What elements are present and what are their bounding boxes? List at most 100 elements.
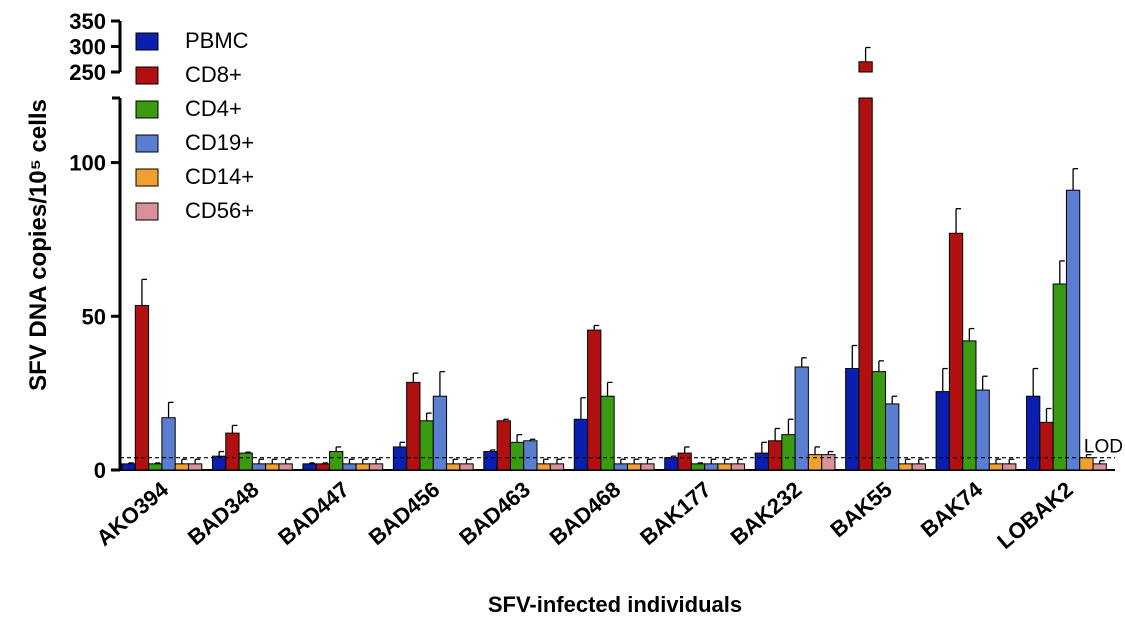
legend-label: CD14+ [185,164,254,189]
bar [898,463,913,471]
error-bar [1059,260,1065,284]
x-tick-label: BAD456 [364,477,445,550]
bar [885,403,900,471]
bar [523,440,538,471]
bar [600,395,615,471]
bar [690,463,706,471]
bar [781,434,796,471]
error-bar [1072,168,1079,191]
error-bar [375,458,382,464]
bar [549,463,565,471]
x-axis-label: SFV-infected individuals [488,592,742,617]
bar [821,454,836,471]
error-bar [981,375,988,391]
error-bar [154,462,161,464]
bar [626,463,642,471]
lod-label: LOD [1084,437,1123,458]
error-bar [556,458,562,464]
legend-swatch [135,202,159,221]
bar [148,463,163,471]
error-bar [684,446,690,454]
bar [278,463,293,471]
legend-label: CD19+ [185,130,254,155]
legend-swatch [135,66,159,85]
bar [251,463,267,471]
x-tick-label: BAK74 [916,476,988,542]
error-bar [646,458,653,464]
legend-label: PBMC [185,28,249,53]
error-bar [245,451,251,454]
bar [794,366,809,471]
error-bar [452,458,459,464]
error-bar [543,458,549,464]
error-bar [141,278,147,306]
error-bar [412,372,419,383]
y-axis-label: SFV DNA copies/10⁵ cells [25,99,52,391]
legend-swatch [135,134,159,153]
error-bar [814,446,821,455]
x-tick-label: BAD463 [454,477,535,550]
error-bar [904,458,911,464]
x-tick-label: BAK177 [635,477,716,550]
bar [911,463,926,471]
bar [1065,189,1081,471]
bar [845,368,860,471]
bar [1079,457,1094,471]
y-tick-label: 50 [82,304,106,329]
bar [1039,421,1054,471]
error-bar [620,458,626,464]
error-bar [335,446,342,452]
bar [419,420,434,471]
error-bar [968,327,975,341]
bar [858,61,873,471]
bar [161,417,176,471]
error-bar [633,458,640,464]
error-bar [399,441,406,447]
legend-label: CD56+ [185,198,254,223]
error-bar [284,458,291,464]
bar [807,454,823,471]
bar [355,463,370,471]
error-bar [167,401,174,418]
bar [342,463,357,471]
bar [446,463,461,471]
error-bar [465,458,472,464]
error-bar [606,381,613,397]
bar [315,463,331,471]
error-bar [801,357,807,368]
x-tick-label: AKO394 [91,476,173,551]
x-tick-label: BAK232 [726,477,807,550]
x-tick-label: BAK55 [825,477,896,543]
legend-swatch [135,32,159,51]
error-bar [489,449,496,452]
error-bar [271,458,278,464]
error-bar [891,395,898,404]
bar [238,452,253,471]
error-bar [878,360,884,372]
bar [717,463,732,471]
bar [640,463,655,471]
bar [664,457,679,471]
error-bar [258,458,265,464]
bar [225,432,240,471]
bar [1092,463,1107,471]
error-bar [1008,458,1015,464]
bar [536,463,551,471]
bar [134,305,150,471]
error-bar [697,462,703,464]
error-bar [218,450,225,457]
bar [509,441,525,471]
error-bar [1099,460,1105,464]
error-bar [942,367,948,392]
bar [121,463,136,471]
error-bar [918,458,924,464]
bar [406,381,421,471]
bar-upper [858,61,873,73]
bar [704,463,719,471]
bar [573,418,589,471]
error-bar [827,450,834,455]
y-tick-label: 0 [94,458,106,483]
bar [188,463,203,471]
error-bar [503,418,509,421]
